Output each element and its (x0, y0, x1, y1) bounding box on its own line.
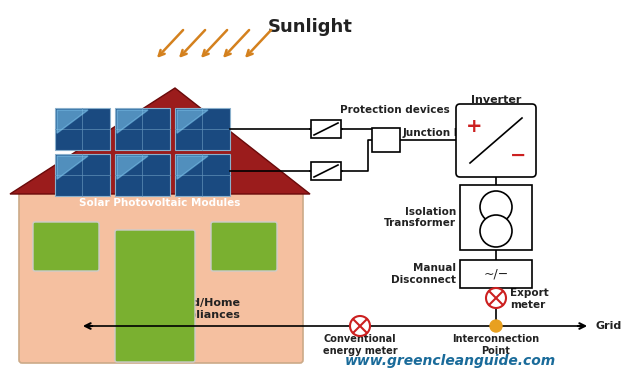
Text: ~/−: ~/− (483, 268, 508, 280)
Bar (372, 128, 400, 152)
Bar (175, 154, 230, 196)
Circle shape (480, 191, 512, 223)
FancyBboxPatch shape (115, 230, 195, 362)
FancyBboxPatch shape (211, 222, 277, 271)
Bar (115, 154, 170, 196)
Text: +: + (466, 117, 482, 136)
Text: Junction box: Junction box (403, 128, 476, 138)
Circle shape (490, 320, 502, 332)
Bar (175, 108, 230, 150)
Polygon shape (57, 156, 88, 179)
Bar (311, 120, 341, 138)
Text: Interconnection
Point: Interconnection Point (452, 334, 539, 356)
Polygon shape (117, 110, 148, 133)
Circle shape (480, 215, 512, 247)
Text: Grid: Grid (595, 321, 621, 331)
Bar (115, 108, 170, 150)
Polygon shape (117, 156, 148, 179)
Bar (55, 154, 110, 196)
Polygon shape (10, 88, 310, 194)
Polygon shape (177, 156, 208, 179)
Text: www.greencleanguide.com: www.greencleanguide.com (345, 354, 556, 368)
Text: Load/Home
appliances: Load/Home appliances (170, 298, 240, 320)
Bar (311, 162, 341, 180)
Text: Inverter: Inverter (471, 95, 521, 105)
Circle shape (350, 316, 370, 336)
Bar (460, 185, 532, 250)
Text: Export
meter: Export meter (510, 288, 549, 310)
Polygon shape (177, 110, 208, 133)
Text: −: − (510, 146, 526, 165)
FancyBboxPatch shape (33, 222, 99, 271)
Text: Isolation
Transformer: Isolation Transformer (384, 207, 456, 228)
Text: Manual
Disconnect: Manual Disconnect (391, 263, 456, 285)
Text: Solar Photovoltaic Modules: Solar Photovoltaic Modules (79, 198, 241, 208)
Text: Protection devices: Protection devices (340, 105, 450, 115)
FancyBboxPatch shape (19, 189, 303, 363)
Bar (460, 260, 532, 288)
Circle shape (486, 288, 506, 308)
FancyBboxPatch shape (456, 104, 536, 177)
Bar (55, 108, 110, 150)
Text: Conventional
energy meter: Conventional energy meter (323, 334, 398, 356)
Text: Sunlight: Sunlight (268, 18, 352, 36)
Polygon shape (57, 110, 88, 133)
